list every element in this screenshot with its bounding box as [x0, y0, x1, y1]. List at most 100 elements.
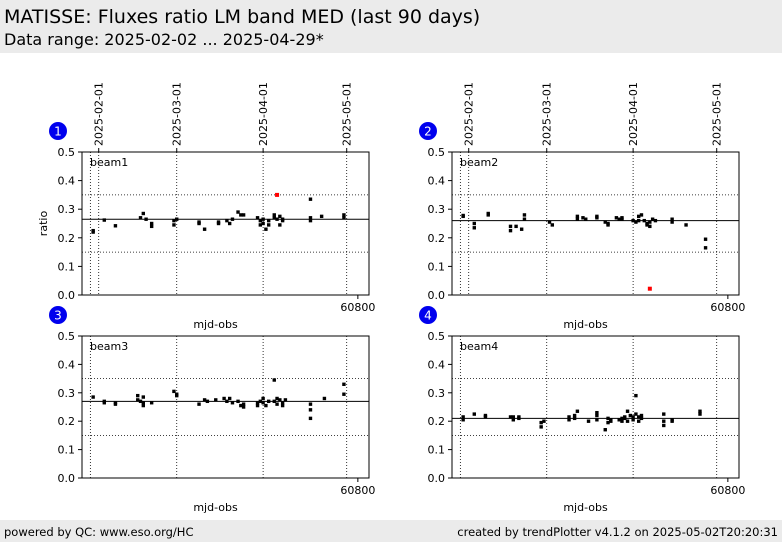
data-point — [609, 419, 613, 423]
data-point — [662, 412, 666, 416]
data-point — [575, 409, 580, 413]
data-point — [595, 418, 599, 422]
data-point — [670, 419, 674, 423]
data-point — [603, 428, 607, 432]
y-tick-label: 0.0 — [428, 289, 446, 302]
data-point — [141, 211, 146, 216]
data-point — [280, 217, 285, 221]
data-point — [239, 213, 243, 217]
x-axis-label: mjd-obs — [563, 501, 608, 514]
date-tick-label: 2025-02-01 — [93, 82, 106, 146]
outlier-point — [647, 286, 652, 291]
data-point — [225, 399, 229, 404]
data-point — [631, 418, 635, 422]
plot-panel-2: 0.0 0.1 0.2 0.3 0.4 0.5 60800 2025-02-01 2025-03… — [419, 82, 745, 331]
y-tick-label: 0.2 — [58, 232, 76, 245]
plot-panel-3: 0.0 0.1 0.2 0.3 0.4 0.5 60800 mjd-obs beam3 3 — [49, 306, 375, 514]
data-point — [261, 221, 265, 226]
data-point — [227, 221, 232, 226]
data-point — [241, 405, 246, 409]
data-point — [614, 216, 619, 220]
y-tick-label: 0.2 — [428, 232, 446, 245]
x-axis-label: mjd-obs — [193, 318, 238, 331]
data-point — [472, 226, 476, 230]
plot-frame — [451, 335, 740, 479]
plot-frame — [81, 335, 370, 479]
y-axis-label: ratio — [37, 211, 50, 237]
data-point — [342, 216, 346, 220]
data-point — [483, 415, 488, 419]
data-point — [275, 217, 279, 221]
report-footer: powered by QC: www.eso.org/HC created by… — [0, 520, 782, 542]
data-point — [102, 401, 106, 405]
panel-number-badge — [49, 306, 67, 324]
data-point — [172, 218, 176, 223]
data-point — [283, 398, 288, 402]
data-point — [542, 419, 546, 423]
data-point — [342, 382, 346, 386]
data-point — [703, 246, 708, 250]
beam-label: beam1 — [90, 156, 128, 169]
data-point — [280, 401, 285, 405]
data-point — [653, 218, 658, 223]
data-point — [308, 216, 313, 220]
y-tick-label: 0.4 — [58, 175, 76, 188]
data-point — [617, 418, 621, 422]
data-point — [550, 223, 555, 227]
data-point — [670, 220, 674, 224]
x-axis-label: mjd-obs — [563, 318, 608, 331]
date-tick-label: 2025-03-01 — [171, 82, 184, 146]
data-point — [113, 402, 118, 406]
data-point — [214, 398, 218, 402]
data-point — [508, 224, 513, 229]
date-tick-label: 2025-05-01 — [341, 82, 354, 146]
data-point — [648, 220, 652, 224]
page-title: MATISSE: Fluxes ratio LM band MED (last … — [4, 6, 481, 28]
plot-frame — [451, 151, 740, 296]
data-point — [141, 395, 146, 399]
data-point — [255, 401, 260, 405]
y-tick-label: 0.0 — [58, 289, 76, 302]
x-tick-label: 60800 — [340, 301, 375, 314]
data-point — [175, 217, 179, 221]
data-point — [662, 423, 666, 428]
data-point — [261, 217, 265, 221]
data-point — [567, 415, 571, 419]
panel-number-badge — [49, 122, 67, 140]
data-point — [620, 419, 624, 423]
data-point — [703, 237, 708, 241]
data-point — [581, 216, 585, 220]
y-tick-label: 0.2 — [428, 415, 446, 428]
data-point — [511, 418, 516, 422]
panel-number: 1 — [54, 125, 62, 139]
data-point — [144, 217, 148, 221]
data-point — [230, 401, 235, 405]
data-point — [278, 214, 282, 219]
data-point — [216, 220, 221, 224]
data-point — [486, 211, 490, 216]
panel-number: 4 — [424, 309, 432, 323]
data-point — [102, 218, 106, 222]
data-point — [606, 420, 610, 425]
data-point — [322, 396, 327, 401]
date-tick-label: 2025-04-01 — [257, 82, 270, 146]
data-point — [620, 217, 624, 221]
data-point — [319, 214, 324, 219]
x-axis-label: mjd-obs — [193, 501, 238, 514]
data-point — [239, 403, 243, 408]
y-tick-label: 0.0 — [428, 472, 446, 485]
data-point — [197, 221, 201, 226]
date-tick-label: 2025-03-01 — [541, 82, 554, 146]
y-tick-label: 0.5 — [58, 330, 76, 343]
data-point — [511, 415, 516, 419]
data-point — [149, 401, 154, 405]
data-point — [617, 217, 621, 221]
data-point — [586, 419, 591, 423]
data-point — [275, 402, 279, 406]
data-point — [91, 230, 95, 234]
data-point — [547, 220, 552, 224]
data-point — [639, 413, 644, 418]
data-point — [241, 402, 246, 406]
data-point — [698, 409, 702, 413]
data-point — [636, 218, 641, 223]
